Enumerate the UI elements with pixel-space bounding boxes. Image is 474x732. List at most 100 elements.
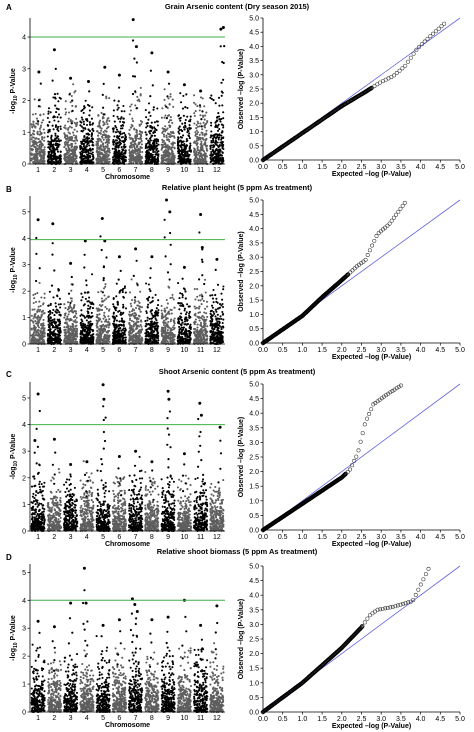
snp-point <box>195 123 198 127</box>
peak-support-point <box>217 96 221 99</box>
snp-point <box>75 145 78 148</box>
snp-point <box>139 134 143 137</box>
snp-point <box>165 151 168 154</box>
peak-support-point <box>54 104 57 107</box>
manhattan-points <box>30 198 225 346</box>
snp-point <box>201 157 204 160</box>
snp-point <box>123 143 126 146</box>
qq-x-tick-label: 2.0 <box>337 164 347 171</box>
snp-point <box>43 136 46 139</box>
snp-point <box>86 157 89 160</box>
snp-point <box>47 156 50 159</box>
snp-point <box>71 139 74 142</box>
snp-point <box>128 128 131 131</box>
snp-point <box>54 137 57 140</box>
peak-support-point <box>118 86 121 89</box>
snp-point <box>75 123 78 126</box>
peak-support-point <box>88 114 91 117</box>
peak-support-point <box>89 123 92 126</box>
snp-point <box>137 314 140 317</box>
snp-point <box>115 128 119 131</box>
snp-point <box>52 96 55 99</box>
snp-point <box>139 310 142 313</box>
snp-point <box>103 147 107 150</box>
snp-point <box>80 116 83 119</box>
qq-x-tick-label: 1.5 <box>317 164 327 171</box>
snp-point <box>118 152 121 155</box>
snp-point <box>146 319 149 322</box>
snp-point <box>113 326 116 329</box>
snp-point <box>102 317 105 320</box>
snp-point <box>63 136 66 139</box>
snp-point <box>105 334 109 337</box>
snp-point <box>152 108 155 111</box>
snp-point <box>156 124 159 127</box>
snp-point <box>153 338 156 341</box>
snp-point <box>57 113 61 116</box>
snp-point <box>59 339 63 342</box>
snp-point <box>47 304 50 307</box>
snp-point <box>137 332 140 335</box>
snp-point <box>36 150 39 153</box>
snp-point <box>131 310 134 313</box>
snp-point <box>34 312 37 315</box>
snp-point <box>79 332 82 335</box>
snp-point <box>91 307 95 310</box>
snp-point <box>149 160 152 163</box>
snp-point <box>103 314 106 317</box>
snp-point <box>155 140 158 143</box>
snp-point <box>79 335 82 339</box>
snp-point <box>35 322 38 325</box>
peak-support-point <box>198 104 202 107</box>
qq-y-tick-label: 0.0 <box>249 158 259 165</box>
snp-point <box>193 112 196 115</box>
snp-point <box>55 157 58 160</box>
snp-point <box>130 335 133 338</box>
snp-point <box>49 333 52 337</box>
snp-point <box>133 339 136 342</box>
snp-point <box>121 328 124 331</box>
snp-point <box>67 337 70 340</box>
snp-point <box>214 149 217 152</box>
snp-point <box>146 305 149 308</box>
snp-point <box>90 135 93 138</box>
snp-point <box>34 125 37 128</box>
snp-point <box>85 145 88 148</box>
peak-support-point <box>131 39 135 42</box>
snp-point <box>124 329 127 332</box>
snp-point <box>65 340 68 343</box>
snp-point <box>47 152 50 155</box>
snp-point <box>70 126 73 129</box>
snp-point <box>179 101 183 104</box>
snp-point <box>149 147 152 150</box>
snp-point <box>123 331 126 334</box>
snp-point <box>172 141 175 144</box>
snp-point <box>214 125 217 128</box>
snp-point <box>112 341 115 344</box>
snp-point <box>188 132 191 135</box>
snp-point <box>124 327 127 330</box>
snp-point <box>42 329 45 332</box>
snp-point <box>111 156 114 159</box>
snp-point <box>72 134 75 137</box>
snp-point <box>81 320 84 323</box>
snp-point <box>38 160 41 163</box>
snp-point <box>117 310 120 313</box>
qq-point <box>425 36 430 41</box>
snp-point <box>91 273 94 276</box>
snp-point <box>64 134 67 137</box>
qq-x-tick-label: 3.0 <box>376 164 386 171</box>
snp-point <box>74 153 77 156</box>
snp-point <box>70 153 73 156</box>
qq-plot: 0.00.00.50.51.01.01.51.52.02.02.52.53.03… <box>238 16 465 179</box>
snp-point <box>147 283 150 286</box>
snp-point <box>196 131 200 134</box>
snp-point <box>115 126 118 129</box>
snp-point <box>157 140 160 143</box>
snp-point <box>183 142 186 146</box>
snp-point <box>136 304 139 307</box>
snp-point <box>117 117 120 120</box>
snp-point <box>37 308 40 311</box>
snp-point <box>120 317 123 320</box>
